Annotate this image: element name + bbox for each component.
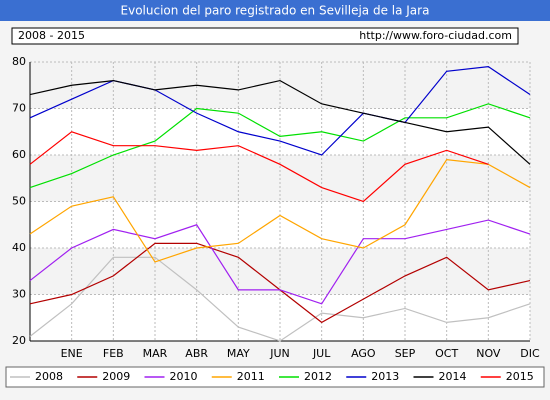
legend-label: 2014 xyxy=(439,370,467,383)
legend-label: 2009 xyxy=(102,370,130,383)
y-tick-label: 60 xyxy=(12,148,26,161)
x-tick-label: FEB xyxy=(103,347,124,360)
y-tick-label: 70 xyxy=(12,102,26,115)
chart-title: Evolucion del paro registrado en Seville… xyxy=(121,4,430,18)
y-tick-label: 80 xyxy=(12,55,26,68)
x-tick-label: DIC xyxy=(520,347,540,360)
series-line xyxy=(29,131,489,203)
series-line xyxy=(29,219,531,305)
x-tick-label: JUL xyxy=(312,347,331,360)
x-tick-label: JUN xyxy=(269,347,290,360)
x-tick-label: NOV xyxy=(476,347,501,360)
x-tick-label: MAY xyxy=(227,347,250,360)
legend-label: 2008 xyxy=(35,370,63,383)
legend-label: 2010 xyxy=(170,370,198,383)
y-tick-label: 40 xyxy=(12,241,26,254)
y-tick-label: 20 xyxy=(12,334,26,347)
info-box xyxy=(11,27,519,45)
x-tick-label: MAR xyxy=(143,347,168,360)
subtitle: 2008 - 2015 xyxy=(18,29,85,42)
legend-label: 2012 xyxy=(304,370,332,383)
legend-label: 2015 xyxy=(506,370,534,383)
title-bar xyxy=(0,0,550,21)
legend-label: 2011 xyxy=(237,370,265,383)
series-line xyxy=(29,256,531,342)
legend-label: 2013 xyxy=(371,370,399,383)
series-line xyxy=(29,159,531,263)
y-tick-label: 50 xyxy=(12,195,26,208)
x-tick-label: SEP xyxy=(395,347,416,360)
series-line xyxy=(29,79,531,165)
x-tick-label: ABR xyxy=(185,347,208,360)
legend xyxy=(5,366,545,388)
series-line xyxy=(29,103,531,189)
source: http://www.foro-ciudad.com xyxy=(359,29,512,42)
band xyxy=(30,62,530,109)
x-tick-label: ENE xyxy=(61,347,83,360)
x-tick-label: AGO xyxy=(351,347,376,360)
y-tick-label: 30 xyxy=(12,288,26,301)
x-tick-label: OCT xyxy=(435,347,458,360)
